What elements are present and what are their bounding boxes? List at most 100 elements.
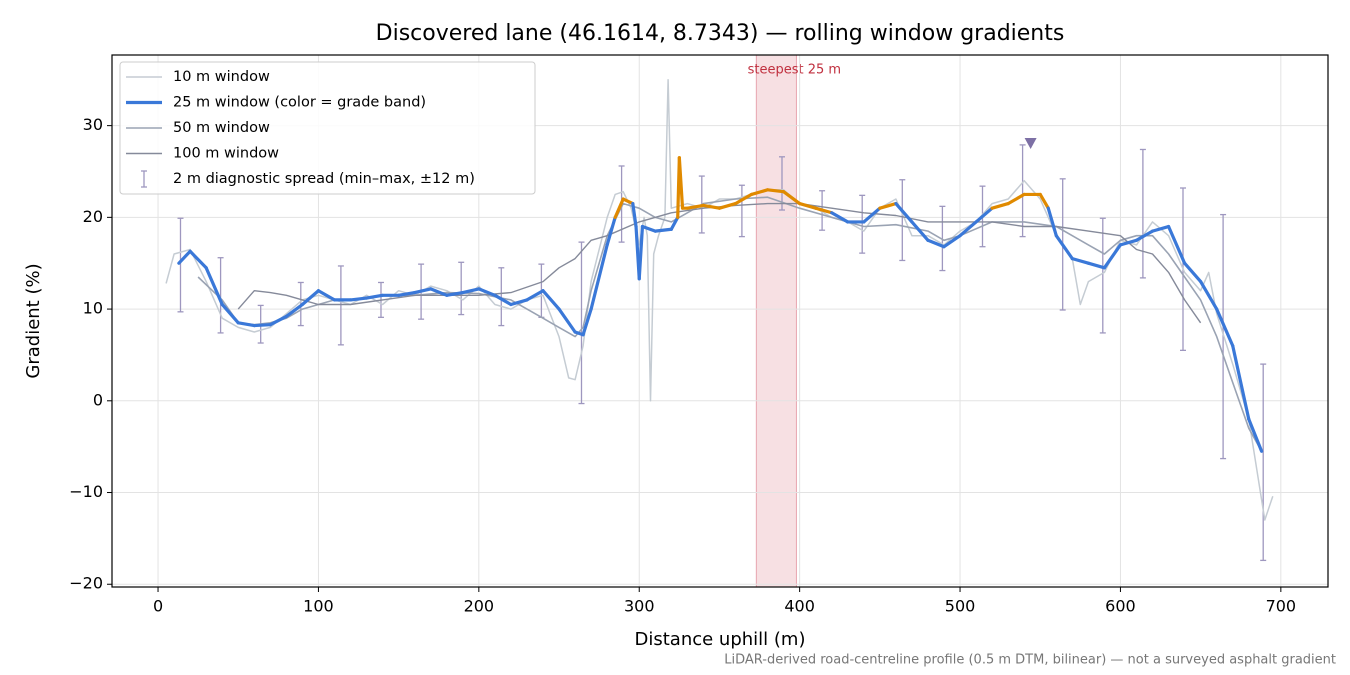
line-segment [1006, 192, 1026, 206]
line-segment [621, 197, 635, 206]
x-tick-label: 400 [784, 597, 815, 616]
error-bar [1139, 148, 1146, 279]
line-segment [236, 321, 256, 328]
line-segment [798, 201, 818, 210]
line-segment [1150, 224, 1171, 233]
plot-frame [111, 54, 1329, 588]
line-segment [493, 293, 513, 307]
legend-label: 2 m diagnostic spread (min–max, ±12 m) [173, 171, 475, 187]
line-segment [429, 287, 449, 297]
legend-label: 100 m window [173, 146, 279, 162]
y-tick-label: −10 [69, 482, 103, 501]
line-segment [669, 215, 680, 231]
line-segment [397, 290, 417, 297]
line-segment [733, 192, 754, 206]
line-segment [974, 206, 994, 224]
line-segment [613, 197, 625, 219]
line-segment [1118, 238, 1139, 247]
line-segment [685, 203, 705, 210]
line-segment [717, 201, 738, 210]
x-axis-label: Distance uphill (m) [635, 629, 806, 650]
y-tick-label: 10 [83, 299, 103, 318]
error-bar [939, 205, 946, 272]
line-segment [1070, 257, 1090, 265]
error-bar [1220, 213, 1227, 460]
line-segment [316, 289, 337, 302]
x-tick-label: 200 [464, 597, 495, 616]
line-segment [1102, 243, 1123, 270]
error-bar [458, 261, 465, 316]
line-segment [894, 201, 914, 224]
highlight-span [755, 54, 797, 588]
peak-marker [1024, 137, 1037, 149]
error-bar [899, 179, 906, 262]
line-segment [477, 287, 497, 297]
line-segment [1231, 344, 1251, 421]
line-segment [1054, 234, 1074, 261]
chart-title: Discovered lane (46.1614, 8.7343) — roll… [376, 21, 1065, 46]
error-bar [578, 241, 585, 405]
line-segment [926, 238, 946, 249]
error-bar [337, 265, 344, 346]
legend-box [119, 61, 536, 195]
y-tick-label: −20 [69, 574, 103, 593]
y-tick-label: 20 [83, 207, 103, 226]
line-segment [942, 234, 962, 249]
line-segment [862, 206, 882, 224]
line-segment [605, 215, 617, 247]
line-segment [557, 307, 577, 334]
line-segment [581, 307, 593, 337]
line-segment [830, 211, 850, 224]
line-segment [701, 203, 722, 210]
line-segment [1215, 307, 1235, 348]
line-segment [461, 287, 481, 295]
line-segment [1166, 224, 1187, 265]
x-tick-label: 100 [303, 597, 334, 616]
error-bar [177, 217, 184, 313]
line-segment [509, 298, 529, 307]
line-segment [1038, 192, 1050, 210]
line-segment [814, 206, 834, 215]
error-bar [778, 156, 785, 211]
legend-label: 50 m window [173, 120, 270, 136]
line-segment [1134, 229, 1155, 242]
error-bar [498, 267, 505, 327]
x-tick-label: 700 [1266, 597, 1297, 616]
footnote: LiDAR-derived road-centreline profile (0… [724, 653, 1336, 668]
line-segment [781, 190, 802, 206]
line-segment [749, 188, 770, 197]
x-tick-label: 600 [1105, 597, 1136, 616]
error-bar [738, 184, 745, 238]
line-segment [348, 296, 369, 302]
error-bar [217, 257, 224, 334]
y-tick-label: 0 [93, 390, 103, 409]
line-segment [284, 302, 304, 319]
line-segment [878, 201, 898, 210]
y-axis-label: Gradient (%) [23, 263, 44, 378]
line-segment [640, 224, 657, 233]
x-tick-label: 0 [153, 597, 163, 616]
line-segment [1086, 261, 1107, 270]
line-segment [541, 289, 561, 311]
line-segment [637, 224, 645, 281]
line-segment [220, 302, 240, 325]
line-segment [653, 227, 673, 233]
line-segment [1199, 279, 1219, 311]
line-segment [589, 243, 609, 311]
line-segment [765, 188, 786, 194]
line-segment [268, 314, 288, 327]
x-tick-label: 500 [945, 597, 976, 616]
line-segment [910, 220, 930, 242]
line-segment [300, 289, 321, 307]
line-segment [445, 290, 465, 297]
x-tick-label: 300 [624, 597, 655, 616]
line-segment [177, 249, 192, 265]
line-segment [204, 266, 224, 307]
y-tick-label: 30 [83, 115, 103, 134]
highlight-label: steepest 25 m [748, 63, 841, 78]
error-bar [1019, 144, 1026, 238]
line-segment [990, 201, 1010, 210]
line-segment [252, 323, 272, 328]
series-line [197, 196, 1263, 452]
